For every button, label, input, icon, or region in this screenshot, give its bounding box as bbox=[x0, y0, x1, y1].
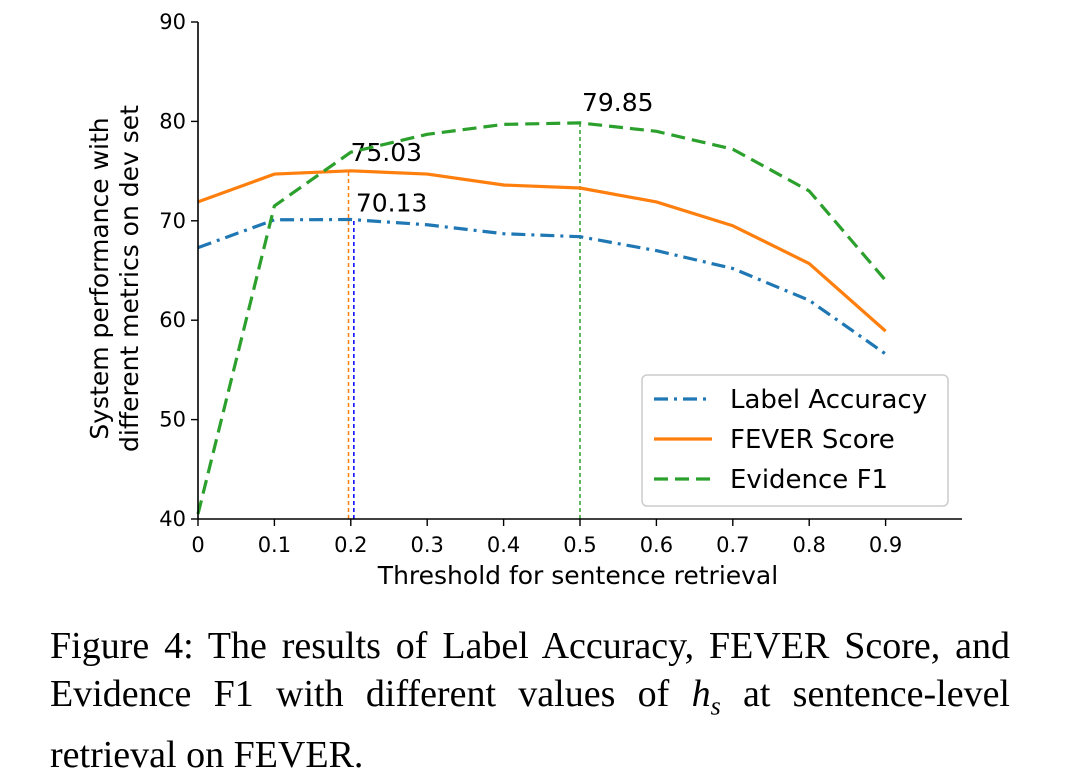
legend-box bbox=[641, 374, 949, 507]
caption-prefix: Figure 4: The results of Label Accuracy,… bbox=[50, 625, 1010, 715]
series-line-fever-score bbox=[197, 169, 887, 333]
legend-label: Evidence F1 bbox=[730, 465, 888, 495]
x-tick-label: 0.6 bbox=[640, 533, 673, 557]
legend-label: Label Accuracy bbox=[730, 385, 927, 415]
y-tick-label: 80 bbox=[159, 109, 186, 133]
y-tick-label: 50 bbox=[159, 408, 186, 432]
figure-caption: Figure 4: The results of Label Accuracy,… bbox=[50, 622, 1010, 779]
x-tick-label: 0.5 bbox=[563, 533, 596, 557]
series-line-evidence-f1 bbox=[196, 121, 887, 515]
annotation-label: 75.03 bbox=[351, 138, 423, 167]
x-tick-label: 0.8 bbox=[792, 533, 825, 557]
y-axis-label-line: System performance with bbox=[85, 117, 114, 439]
caption-math-subscript: s bbox=[710, 691, 721, 721]
y-tick-label: 90 bbox=[159, 10, 186, 34]
axes: 0 0.1 0.2 0.3 0.4 0.5 0.6 0.7 0.8 0.9 40 50 60 70 80 90… bbox=[85, 10, 962, 590]
y-tick-label: 60 bbox=[159, 308, 186, 332]
y-tick-label: 40 bbox=[159, 507, 186, 531]
caption-math-symbol: hs bbox=[691, 673, 721, 721]
legend: Label Accuracy FEVER Score Evidence F1 bbox=[641, 374, 949, 507]
x-tick-label: 0.3 bbox=[410, 533, 443, 557]
x-tick-label: 0.2 bbox=[334, 533, 367, 557]
annotation-label: 79.85 bbox=[582, 88, 654, 117]
annotation-layer: 79.85 75.03 70.13 bbox=[347, 88, 654, 519]
y-axis-label-line: different metrics on dev set bbox=[115, 105, 144, 452]
caption-suffix: at sentence-level retrieval on FEVER. bbox=[50, 673, 1010, 776]
caption-math-base: h bbox=[691, 673, 711, 715]
legend-label: FEVER Score bbox=[730, 425, 895, 455]
x-tick-label: 0.4 bbox=[487, 533, 520, 557]
series-line-label-accuracy bbox=[197, 217, 887, 356]
x-tick-label: 0.7 bbox=[716, 533, 749, 557]
line-chart: 79.85 75.03 70.13 0 0.1 0.2 0.3 0.4 0.5 0.6 0.7 0.… bbox=[85, 10, 962, 590]
series-layer bbox=[196, 121, 887, 515]
x-axis-label: Threshold for sentence retrieval bbox=[377, 561, 778, 590]
x-tick-label: 0.1 bbox=[258, 533, 291, 557]
annotation-label: 70.13 bbox=[356, 189, 428, 218]
y-tick-label: 70 bbox=[159, 209, 186, 233]
x-tick-label: 0.9 bbox=[869, 533, 902, 557]
x-tick-label: 0 bbox=[191, 533, 204, 557]
